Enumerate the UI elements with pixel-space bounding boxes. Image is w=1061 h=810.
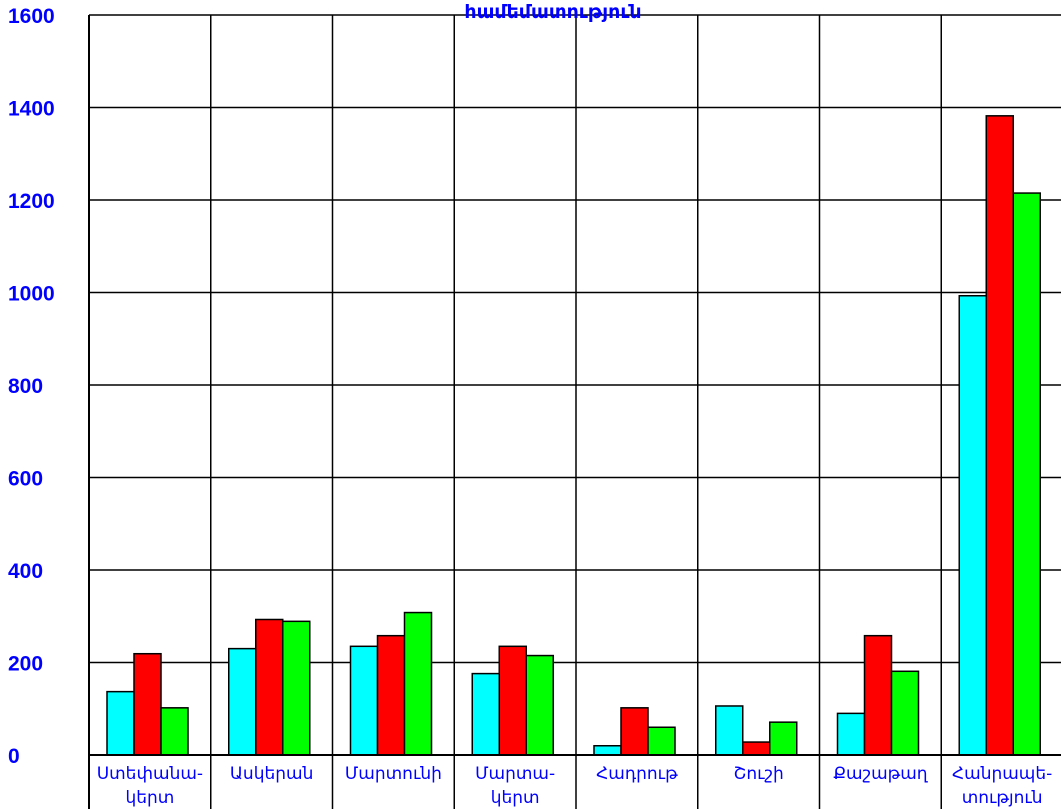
bar [133,652,162,756]
axes [88,15,1061,809]
y-tick-label: 600 [8,468,43,491]
x-tick-label: Ստեփանա- [97,764,203,784]
bar [836,712,866,756]
bar [498,645,527,756]
bar [593,745,622,756]
bar [471,672,500,756]
bars [106,115,1041,756]
chart-title: համեմատություն [464,1,641,23]
bar [228,647,257,756]
bar [647,726,676,756]
bar [106,690,135,756]
x-tick-label: Ասկերան [230,764,313,784]
bar [282,620,311,756]
x-tick-label: Շուշի [733,764,783,784]
bar [349,645,379,756]
y-tick-labels: 0 200 400 600 800 1000 1200 1400 1600 [8,5,55,768]
y-tick-label: 0 [8,745,20,768]
y-tick-label: 1600 [8,5,55,28]
bar [255,618,284,756]
bar [403,611,433,756]
x-tick-label: կերտ [491,788,540,808]
bar [1012,192,1041,756]
y-tick-label: 800 [8,375,43,398]
bar [715,705,744,756]
bar [160,707,189,756]
x-tick-label: Մարտունի [345,764,442,784]
bar [769,721,798,756]
y-tick-label: 1400 [8,98,55,121]
bar [890,670,920,756]
x-tick-label: Հանրապե- [952,764,1052,784]
bar [985,115,1014,756]
x-tick-label: Քաշաթաղ [833,764,929,784]
bar [376,634,406,756]
bar [958,294,987,756]
x-tick-labels: Ստեփանա-կերտ Ասկերան Մարտունի Մարտա-կերտ Հադ… [97,764,1053,808]
x-tick-label: Մարտա- [475,764,555,784]
x-tick-label: տություն [962,788,1043,808]
x-tick-label: Հադրութ [596,764,678,784]
grid-lines [89,14,1061,809]
y-tick-label: 400 [8,560,43,583]
bar [742,741,771,756]
bar [863,634,893,756]
bar [620,707,649,756]
bar [525,654,554,756]
x-tick-label: կերտ [125,788,174,808]
y-tick-label: 1200 [8,190,55,213]
y-tick-label: 1000 [8,283,55,306]
y-tick-label: 200 [8,653,43,676]
